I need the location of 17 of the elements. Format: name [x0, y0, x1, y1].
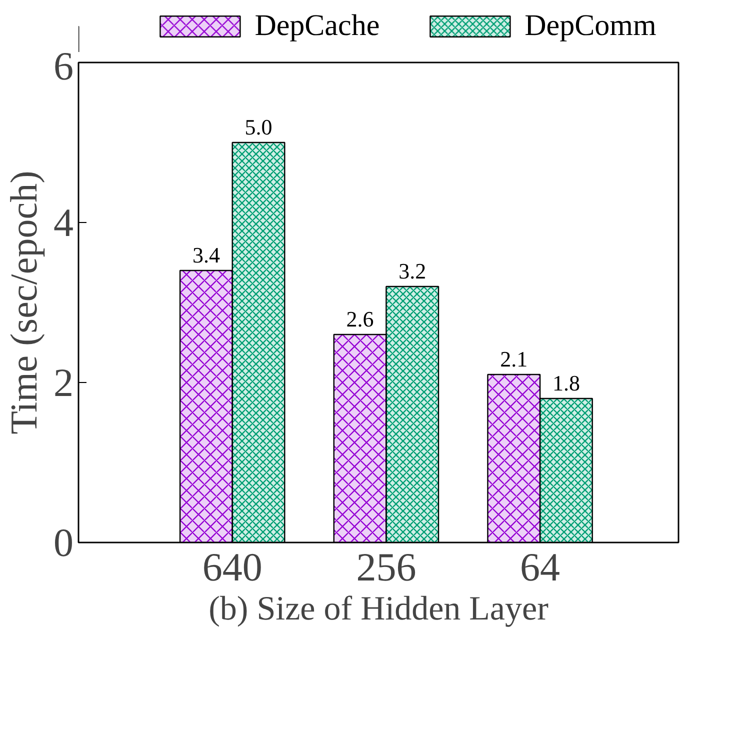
- legend-label: DepComm: [524, 9, 656, 43]
- y-axis-title: Time (sec/epoch): [4, 170, 46, 434]
- x-tick-label: 640: [202, 544, 262, 590]
- y-tick-label: 2: [54, 360, 74, 405]
- data-label: 5.0: [244, 114, 272, 140]
- y-tick-label: 0: [54, 520, 74, 565]
- data-label: 2.6: [346, 306, 374, 332]
- data-label: 1.8: [552, 370, 580, 396]
- y-tick-label: 4: [54, 200, 74, 245]
- data-label: 2.1: [500, 346, 528, 372]
- y-tick-label: 6: [54, 44, 74, 88]
- data-label: 3.2: [398, 258, 426, 284]
- data-label: 3.4: [192, 242, 220, 268]
- legend-label: DepCache: [254, 9, 380, 43]
- text: (b) Size of Hidden Layer: [208, 590, 550, 628]
- x-tick-label: 256: [356, 544, 416, 590]
- x-tick-label: 64: [520, 544, 560, 590]
